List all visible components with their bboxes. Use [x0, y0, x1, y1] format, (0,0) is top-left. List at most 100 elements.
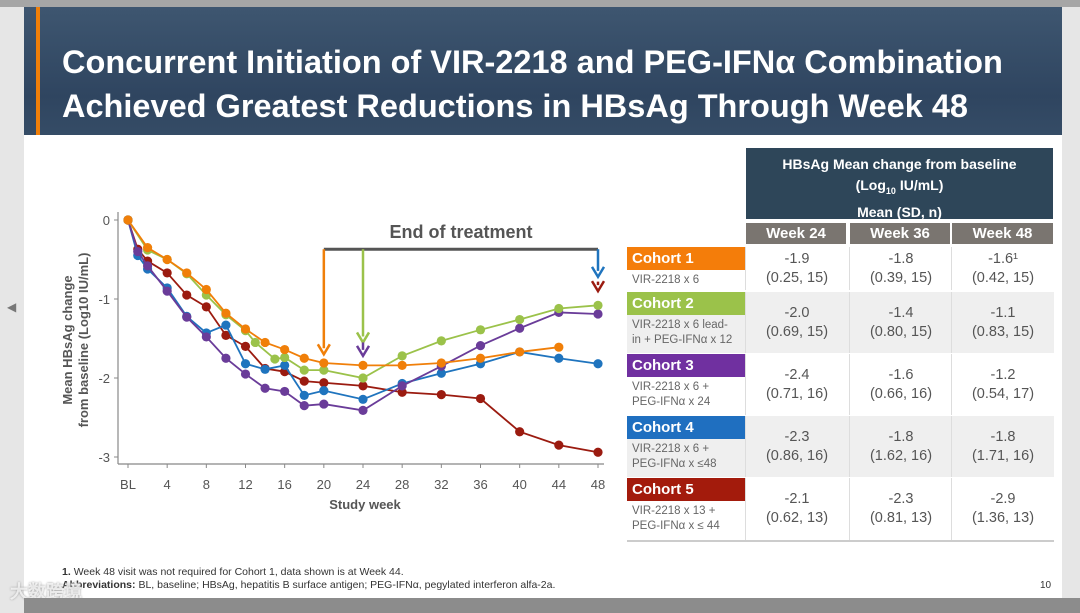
table-row: Cohort 2 VIR-2218 x 6 lead-in + PEG-IFNα… [627, 292, 1054, 353]
point-cohort-5 [221, 330, 231, 340]
cohort-label: Cohort 3 [627, 354, 745, 377]
point-cohort-1 [319, 358, 329, 368]
cell-sd-n: (0.54, 17) [971, 385, 1035, 402]
title-line-2: Achieved Greatest Reductions in HBsAg Th… [62, 88, 968, 124]
y-axis-title-line-2: from baseline (Log10 IU/mL) [76, 253, 91, 428]
point-cohort-2 [358, 373, 368, 383]
table-cell: -1.4 (0.80, 15) [850, 304, 952, 342]
point-cohort-3 [358, 405, 368, 415]
point-cohort-1 [240, 324, 251, 334]
description-line-2: PEG-IFNα x ≤ 44 [632, 520, 720, 532]
point-cohort-1 [397, 360, 407, 370]
cell-mean: -1.6 [888, 366, 914, 383]
x-tick-label: 44 [552, 477, 566, 492]
cell-sd-n: (0.83, 15) [971, 323, 1035, 340]
y-tick-label: 0 [103, 213, 110, 228]
description-line-2: PEG-IFNα x 24 [632, 396, 711, 408]
cell-mean: -2.1 [784, 491, 810, 507]
description-line-1: VIR-2218 x 6 + [632, 381, 710, 393]
point-cohort-3 [162, 286, 172, 296]
cell-sd-n: (0.42, 15) [971, 269, 1035, 286]
y-axis-title-line-1: Mean HBsAg change [60, 275, 75, 404]
cell-divider [951, 354, 952, 415]
point-cohort-1 [123, 215, 133, 225]
table-cell: -2.3 (0.81, 13) [850, 490, 952, 528]
point-cohort-1 [515, 347, 525, 357]
abbrev-text: BL, baseline; HBsAg, hepatitis B surface… [138, 579, 556, 591]
x-tick-label: 12 [238, 477, 252, 492]
point-cohort-1 [299, 353, 309, 363]
footnote-number: 1. [62, 566, 71, 578]
point-cohort-3 [221, 353, 231, 363]
title-banner [24, 7, 1062, 135]
cell-divider [951, 292, 952, 353]
watermark: 大数跨境 [10, 582, 82, 602]
point-cohort-2 [397, 351, 407, 361]
table-header: HBsAg Mean change from baseline (Log10 I… [746, 148, 1053, 220]
cell-mean: -2.3 [784, 428, 810, 445]
cell-sd-n: (1.36, 13) [971, 510, 1035, 526]
cell-mean: -2.9 [990, 491, 1016, 507]
cell-divider [745, 292, 746, 353]
point-cohort-5 [201, 302, 211, 312]
description-line-2: in + PEG-IFNα x 12 [632, 334, 733, 346]
cell-mean: -1.2 [990, 366, 1016, 383]
point-cohort-3 [240, 369, 251, 379]
cell-mean: -2.3 [888, 491, 914, 507]
table-cell: -1.8 (1.62, 16) [850, 428, 952, 466]
point-cohort-4 [554, 353, 564, 363]
point-cohort-3 [182, 312, 192, 322]
point-cohort-5 [554, 440, 564, 450]
cell-mean: -1.9 [784, 250, 810, 267]
cell-sd-n: (1.62, 16) [869, 447, 933, 464]
point-cohort-3 [142, 261, 153, 271]
point-cohort-5 [162, 268, 172, 278]
x-axis-title: Study week [329, 497, 401, 512]
point-cohort-3 [260, 383, 270, 393]
table-cell: -1.8 (0.39, 15) [850, 250, 952, 288]
point-cohort-2 [593, 300, 603, 310]
point-cohort-2 [515, 314, 525, 325]
x-tick-label: BL [120, 477, 136, 492]
point-cohort-5 [358, 381, 368, 391]
cell-divider [745, 247, 746, 290]
header-unit: IU/mL) [895, 177, 944, 193]
point-cohort-4 [221, 320, 231, 330]
point-cohort-5 [240, 341, 251, 351]
end-of-treatment-label: End of treatment [389, 222, 532, 242]
top-bar [0, 0, 1080, 7]
point-cohort-3 [515, 323, 525, 333]
description-line-1: VIR-2218 x 6 + [632, 443, 710, 455]
cell-sd-n: (0.80, 15) [869, 323, 933, 340]
footnote-text: Week 48 visit was not required for Cohor… [73, 566, 404, 578]
table-row: Cohort 5 VIR-2218 x 13 + PEG-IFNα x ≤ 44 … [627, 478, 1054, 540]
x-tick-label: 36 [473, 477, 487, 492]
point-cohort-1 [475, 353, 486, 363]
point-cohort-1 [201, 284, 211, 295]
cohort-description: VIR-2218 x 6 + PEG-IFNα x 24 [632, 380, 710, 410]
cell-divider [849, 416, 850, 477]
y-tick-label: -1 [98, 292, 110, 307]
cell-sd-n: (0.71, 16) [765, 385, 829, 402]
table-cell: -2.4 (0.71, 16) [746, 366, 848, 404]
point-cohort-5 [593, 447, 603, 457]
x-tick-label: 32 [434, 477, 448, 492]
x-tick-label: 16 [277, 477, 291, 492]
x-tick-label: 24 [356, 477, 370, 492]
point-cohort-2 [299, 365, 309, 375]
point-cohort-1 [280, 344, 290, 355]
point-cohort-4 [436, 368, 446, 378]
x-tick-label: 40 [512, 477, 526, 492]
point-cohort-5 [182, 290, 192, 300]
cell-sd-n: (0.62, 13) [765, 510, 829, 526]
x-tick-label: 4 [164, 477, 171, 492]
page-number: 10 [1040, 580, 1052, 591]
point-cohort-1 [162, 254, 172, 265]
cell-sd-n: (0.81, 13) [869, 510, 933, 526]
point-cohort-2 [554, 303, 564, 314]
cohort-description: VIR-2218 x 6 [632, 273, 699, 288]
table-bottom-border [627, 540, 1054, 542]
table-cell: -1.1 (0.83, 15) [952, 304, 1054, 342]
previous-slide-icon[interactable]: ◀ [7, 300, 17, 314]
